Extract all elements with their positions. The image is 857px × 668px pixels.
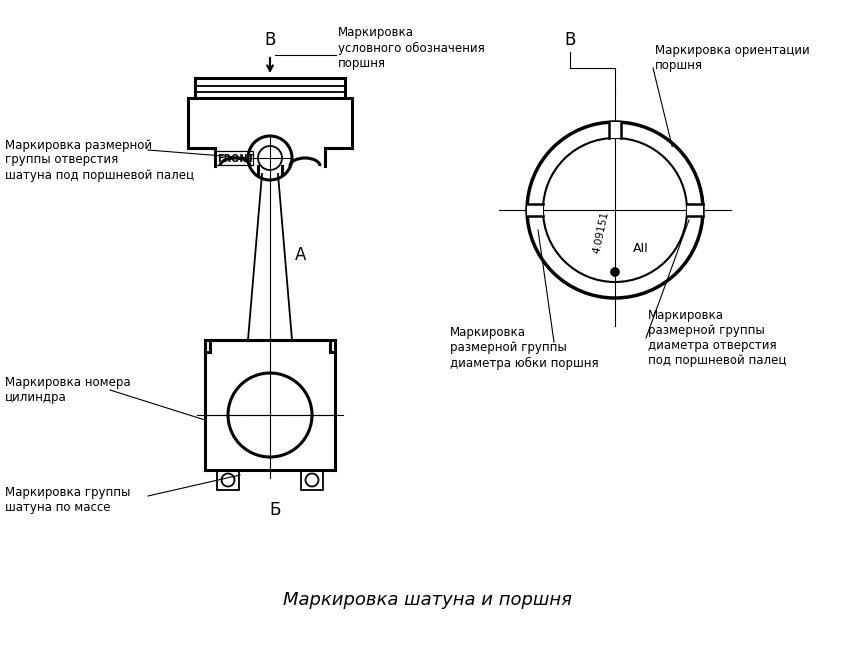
Text: AII: AII [633,242,649,255]
Bar [609,122,621,138]
Text: Маркировка группы
шатуна по массе: Маркировка группы шатуна по массе [5,486,130,514]
Circle shape [611,268,619,276]
Bar [527,204,543,216]
Text: FRONT: FRONT [217,154,255,164]
Text: А: А [295,246,306,264]
Text: Маркировка
размерной группы
диаметра отверстия
под поршневой палец: Маркировка размерной группы диаметра отв… [648,309,787,367]
Text: Маркировка размерной
группы отверстия
шатуна под поршневой палец: Маркировка размерной группы отверстия ша… [5,138,194,182]
Bar [217,470,239,490]
Text: 4.09151: 4.09151 [591,210,610,254]
Bar [215,151,253,165]
Text: Маркировка
размерной группы
диаметра юбки поршня: Маркировка размерной группы диаметра юбк… [450,327,599,369]
Bar [687,204,703,216]
Text: Маркировка ориентации
поршня: Маркировка ориентации поршня [655,44,810,72]
Text: В: В [264,31,276,49]
Text: Маркировка шатуна и поршня: Маркировка шатуна и поршня [284,591,572,609]
Text: Б: Б [269,501,281,519]
Text: Маркировка
условного обозначения
поршня: Маркировка условного обозначения поршня [338,27,485,69]
Bar [301,470,323,490]
Text: В: В [564,31,576,49]
Text: Маркировка номера
цилиндра: Маркировка номера цилиндра [5,376,130,404]
